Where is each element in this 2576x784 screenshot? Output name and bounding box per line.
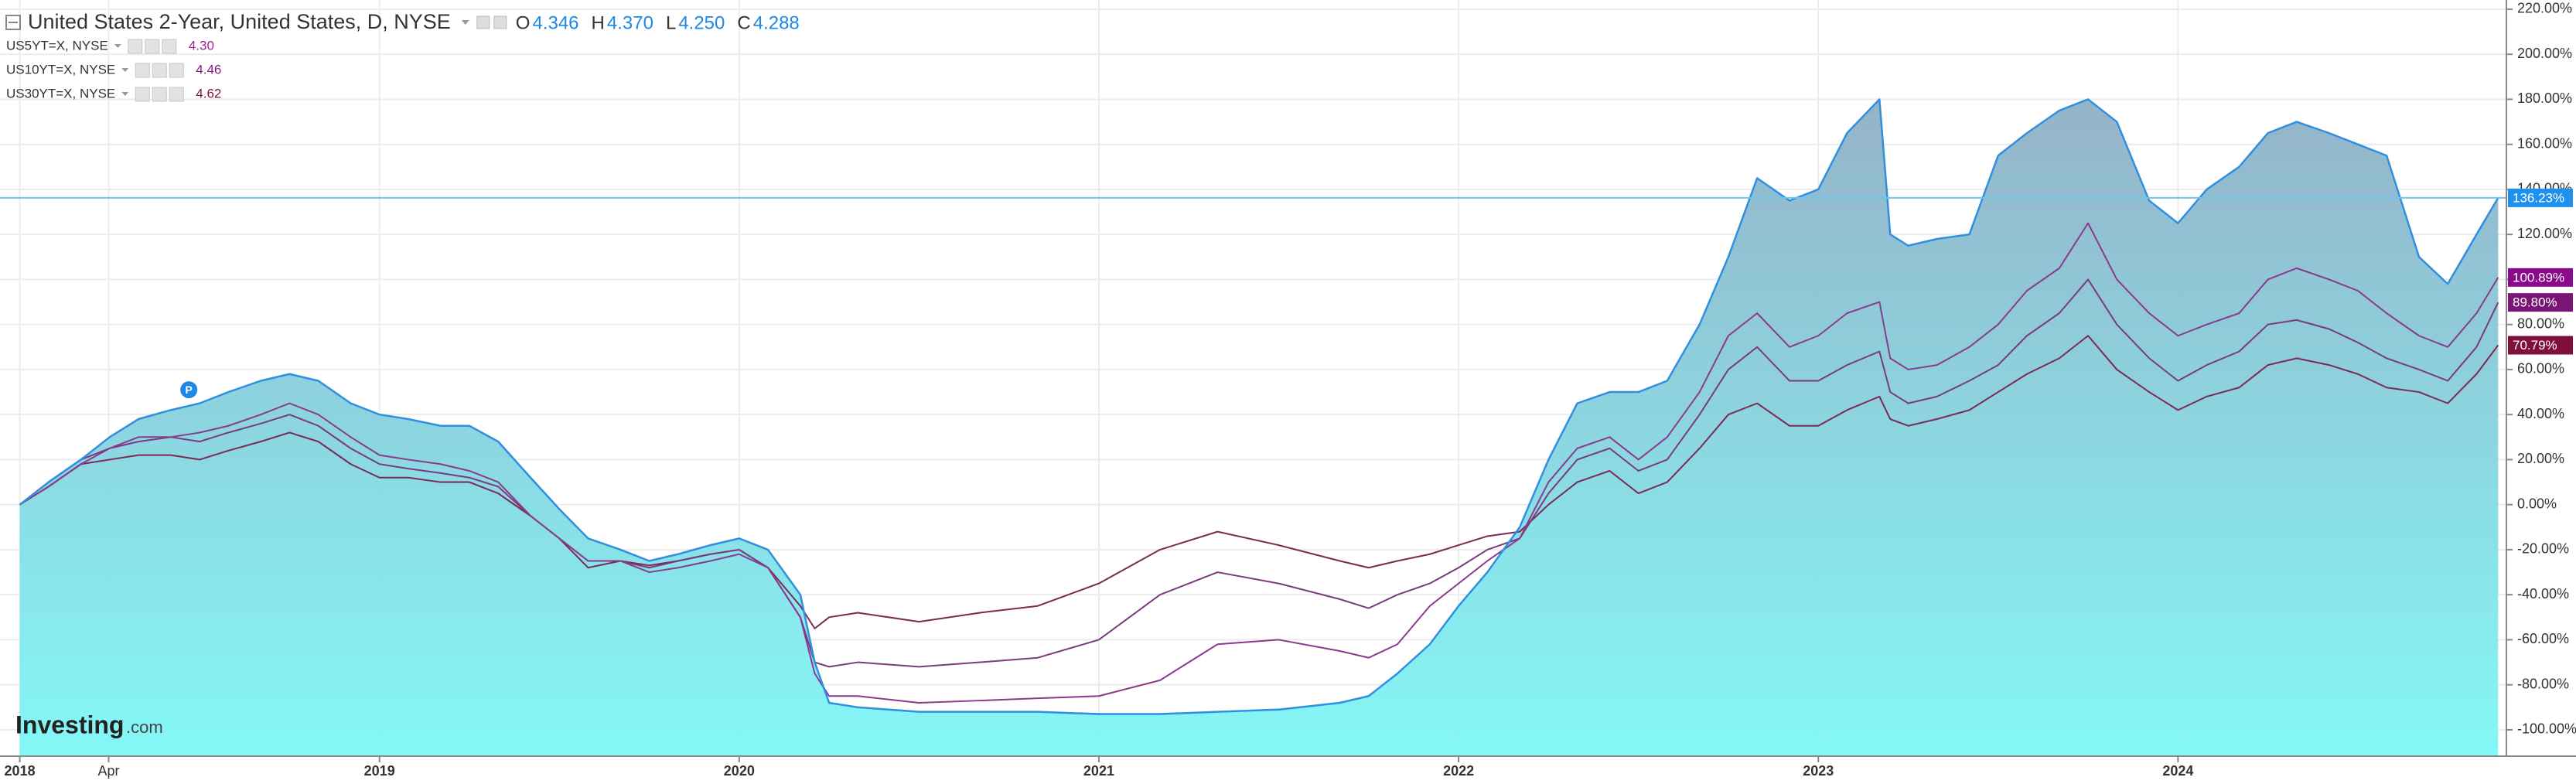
settings-icon[interactable] xyxy=(493,15,507,29)
legend-name: US5YT=X, NYSE xyxy=(6,38,108,53)
x-tick-label: 2023 xyxy=(1803,763,1834,779)
ohlc-value: 4.370 xyxy=(607,12,653,33)
last-value-label: 100.89% xyxy=(2513,270,2564,285)
last-value-label: 70.79% xyxy=(2513,338,2557,353)
y-tick-label: 80.00% xyxy=(2517,315,2564,331)
dropdown-caret[interactable] xyxy=(461,20,469,25)
ohlc-value: 4.250 xyxy=(678,12,725,33)
ohlc-key: C xyxy=(737,12,750,33)
area xyxy=(19,99,2499,756)
y-tick-label: -100.00% xyxy=(2517,721,2576,737)
dropdown-caret[interactable] xyxy=(114,44,121,48)
logo-suffix: .com xyxy=(126,718,163,737)
y-tick-label: 220.00% xyxy=(2517,1,2572,16)
y-tick-label: 180.00% xyxy=(2517,90,2572,106)
settings-icon[interactable] xyxy=(152,87,167,102)
y-tick-label: -80.00% xyxy=(2517,676,2569,691)
y-tick-label: 200.00% xyxy=(2517,46,2572,61)
pin-label: P xyxy=(186,383,193,396)
legend: United States 2-Year, United States, D, … xyxy=(5,10,800,102)
settings-icon[interactable] xyxy=(476,15,490,29)
x-tick-label: 2024 xyxy=(2162,763,2193,779)
x-tick-label: 2021 xyxy=(1083,763,1114,779)
logo: Investing .com xyxy=(15,711,163,738)
legend-value: 4.30 xyxy=(189,38,214,53)
last-value-label: 89.80% xyxy=(2513,295,2557,310)
y-tick-label: -60.00% xyxy=(2517,631,2569,646)
settings-icon[interactable] xyxy=(145,39,160,54)
last-value-label: 136.23% xyxy=(2513,190,2564,205)
pin-icon[interactable] xyxy=(180,381,198,399)
settings-icon[interactable] xyxy=(162,39,177,54)
y-tick-label: 160.00% xyxy=(2517,135,2572,151)
ohlc-key: L xyxy=(666,12,676,33)
legend-value: 4.62 xyxy=(196,86,221,101)
x-tick-label: Apr xyxy=(97,763,119,779)
settings-icon[interactable] xyxy=(135,63,150,78)
ohlc-key: H xyxy=(592,12,605,33)
settings-icon[interactable] xyxy=(169,87,184,102)
last-value-marker xyxy=(2508,188,2573,207)
y-tick-label: 120.00% xyxy=(2517,226,2572,241)
y-tick-label: -40.00% xyxy=(2517,586,2569,602)
last-value-marker xyxy=(2508,268,2573,287)
logo-brand: Investing xyxy=(15,711,124,738)
plot: P xyxy=(0,98,2506,756)
x-tick-label: 2018 xyxy=(5,763,36,779)
x-tick-label: 2022 xyxy=(1443,763,1474,779)
series-line xyxy=(19,222,2499,704)
ohlc-value: 4.288 xyxy=(753,12,800,33)
y-tick-label: 60.00% xyxy=(2517,361,2564,377)
settings-icon[interactable] xyxy=(135,87,150,102)
settings-icon[interactable] xyxy=(152,63,167,78)
x-tick-label: 2020 xyxy=(724,763,755,779)
dropdown-caret[interactable] xyxy=(121,68,129,72)
y-tick-label: 40.00% xyxy=(2517,406,2564,421)
ohlc-key: O xyxy=(516,12,531,33)
ohlc-value: 4.346 xyxy=(532,12,578,33)
legend-value: 4.46 xyxy=(196,62,221,77)
main-series-name: United States 2-Year, United States, D, … xyxy=(28,10,451,33)
y-tick-label: 0.00% xyxy=(2517,496,2557,511)
last-value-marker xyxy=(2508,293,2573,312)
series-line xyxy=(19,278,2499,668)
settings-icon[interactable] xyxy=(169,63,184,78)
axes: -100.00% -80.00% -60.00% -40.00% -20.00% 0.00… xyxy=(5,1,2576,779)
series-line xyxy=(19,335,2499,629)
settings-icon[interactable] xyxy=(128,39,143,54)
dropdown-caret[interactable] xyxy=(121,92,129,96)
series-line xyxy=(19,98,2499,715)
collapse-icon[interactable] xyxy=(5,15,21,30)
legend-name: US10YT=X, NYSE xyxy=(6,62,115,77)
last-value-marker xyxy=(2508,336,2573,355)
y-tick-label: -20.00% xyxy=(2517,541,2569,557)
y-tick-label: 20.00% xyxy=(2517,451,2564,466)
legend-name: US30YT=X, NYSE xyxy=(6,86,115,101)
x-tick-label: 2019 xyxy=(364,763,395,779)
